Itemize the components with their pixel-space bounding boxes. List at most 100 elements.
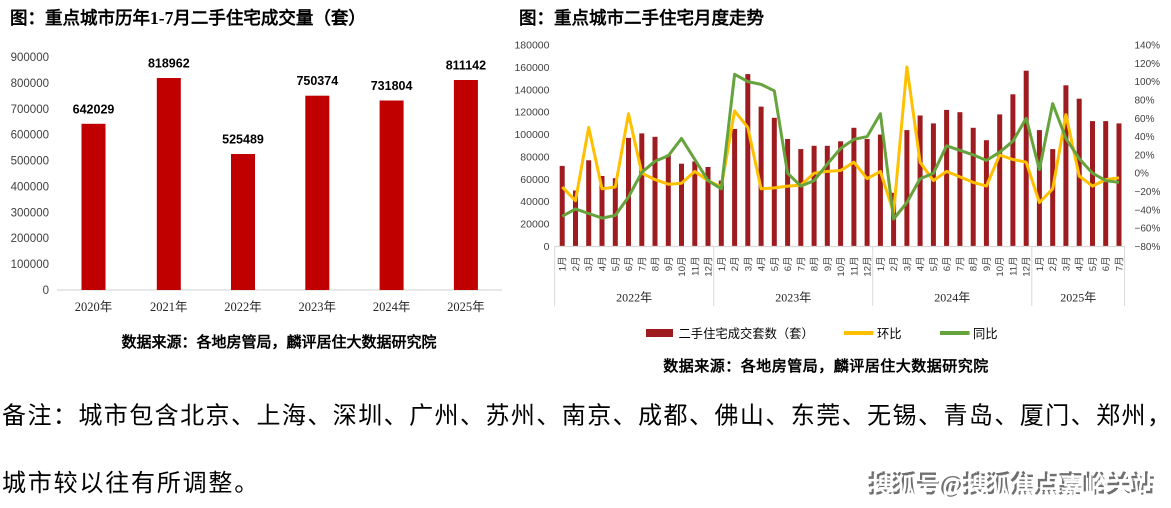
svg-text:60%: 60% <box>1135 114 1155 125</box>
svg-text:0: 0 <box>544 241 550 253</box>
svg-text:7月: 7月 <box>1115 257 1126 272</box>
svg-text:搜狐号@搜狐焦点嘉峪关站: 搜狐号@搜狐焦点嘉峪关站 <box>868 470 1154 498</box>
svg-text:5月: 5月 <box>1088 257 1099 272</box>
svg-text:3月: 3月 <box>902 257 913 272</box>
svg-text:7月: 7月 <box>637 257 648 272</box>
svg-text:9月: 9月 <box>823 257 834 272</box>
svg-text:−20%: −20% <box>1135 187 1161 198</box>
svg-text:200000: 200000 <box>11 233 49 245</box>
svg-text:8月: 8月 <box>969 257 980 272</box>
svg-text:700000: 700000 <box>11 104 49 116</box>
svg-text:6月: 6月 <box>942 257 953 272</box>
svg-text:100000: 100000 <box>11 259 49 271</box>
svg-text:2021年: 2021年 <box>150 300 188 314</box>
svg-text:140000: 140000 <box>514 84 549 96</box>
svg-text:搜狐号@搜狐焦点嘉峪关站: 搜狐号@搜狐焦点嘉峪关站 <box>870 472 1156 500</box>
svg-text:8月: 8月 <box>651 257 662 272</box>
svg-text:2023年: 2023年 <box>299 300 337 314</box>
svg-text:图：重点城市历年1-7月二手住宅成交量（套）: 图：重点城市历年1-7月二手住宅成交量（套） <box>10 8 366 28</box>
svg-text:二手住宅成交套数（套）: 二手住宅成交套数（套） <box>679 326 814 341</box>
svg-text:180000: 180000 <box>514 40 549 52</box>
svg-text:40%: 40% <box>1135 132 1155 143</box>
svg-text:1月: 1月 <box>876 257 887 272</box>
svg-text:500000: 500000 <box>11 156 49 168</box>
svg-text:同比: 同比 <box>973 327 998 341</box>
svg-text:城市较以往有所调整。: 城市较以往有所调整。 <box>2 470 260 497</box>
svg-text:0: 0 <box>43 285 49 297</box>
svg-text:100%: 100% <box>1135 77 1161 88</box>
svg-text:11月: 11月 <box>1008 257 1019 276</box>
svg-text:−60%: −60% <box>1135 224 1161 235</box>
svg-text:4月: 4月 <box>916 257 927 272</box>
svg-text:750374: 750374 <box>296 74 338 88</box>
svg-text:3月: 3月 <box>1061 257 1072 272</box>
svg-text:4月: 4月 <box>1075 257 1086 272</box>
svg-text:−40%: −40% <box>1135 205 1161 216</box>
svg-text:6月: 6月 <box>1101 257 1112 272</box>
svg-text:1月: 1月 <box>1035 257 1046 272</box>
svg-text:8月: 8月 <box>810 257 821 272</box>
svg-text:5月: 5月 <box>770 257 781 272</box>
svg-text:3月: 3月 <box>584 257 595 272</box>
svg-text:60000: 60000 <box>520 174 549 186</box>
svg-text:11月: 11月 <box>849 257 860 276</box>
svg-text:20000: 20000 <box>520 219 549 231</box>
svg-text:120000: 120000 <box>514 107 549 119</box>
svg-text:环比: 环比 <box>877 327 902 341</box>
svg-text:818962: 818962 <box>148 57 190 71</box>
svg-text:10月: 10月 <box>995 257 1006 277</box>
svg-text:3月: 3月 <box>743 257 754 272</box>
svg-text:2025年: 2025年 <box>447 300 485 314</box>
svg-text:160000: 160000 <box>514 62 549 74</box>
svg-text:2023年: 2023年 <box>775 291 811 305</box>
svg-text:5月: 5月 <box>929 257 940 272</box>
svg-text:2025年: 2025年 <box>1060 291 1096 305</box>
svg-text:800000: 800000 <box>11 78 49 90</box>
svg-text:900000: 900000 <box>11 52 49 64</box>
svg-text:400000: 400000 <box>11 181 49 193</box>
svg-text:1月: 1月 <box>717 257 728 272</box>
svg-text:1月: 1月 <box>558 257 569 272</box>
svg-text:6月: 6月 <box>624 257 635 272</box>
svg-text:12月: 12月 <box>1022 257 1033 277</box>
svg-text:12月: 12月 <box>704 257 715 277</box>
svg-text:5月: 5月 <box>611 257 622 272</box>
svg-text:数据来源：各地房管局，麟评居住大数据研究院: 数据来源：各地房管局，麟评居住大数据研究院 <box>121 333 436 351</box>
svg-text:2022年: 2022年 <box>616 291 652 305</box>
svg-text:731804: 731804 <box>371 79 413 93</box>
svg-text:811142: 811142 <box>446 59 486 73</box>
svg-text:6月: 6月 <box>783 257 794 272</box>
svg-text:7月: 7月 <box>955 257 966 272</box>
svg-text:数据来源：各地房管局，麟评居住大数据研究院: 数据来源：各地房管局，麟评居住大数据研究院 <box>663 357 989 375</box>
svg-text:备注：城市包含北京、上海、深圳、广州、苏州、南京、成都、佛山: 备注：城市包含北京、上海、深圳、广州、苏州、南京、成都、佛山、东莞、无锡、青岛、… <box>2 403 1171 430</box>
svg-text:9月: 9月 <box>664 257 675 272</box>
svg-text:600000: 600000 <box>11 130 49 142</box>
svg-text:0%: 0% <box>1135 169 1150 180</box>
svg-text:4月: 4月 <box>757 257 768 272</box>
svg-text:40000: 40000 <box>520 196 549 208</box>
svg-text:100000: 100000 <box>514 129 549 141</box>
svg-text:300000: 300000 <box>11 207 49 219</box>
svg-text:2月: 2月 <box>889 257 900 272</box>
svg-text:2024年: 2024年 <box>934 291 970 305</box>
svg-text:图：重点城市二手住宅月度走势: 图：重点城市二手住宅月度走势 <box>519 8 764 28</box>
svg-text:9月: 9月 <box>982 257 993 272</box>
svg-text:7月: 7月 <box>796 257 807 272</box>
svg-text:12月: 12月 <box>863 257 874 277</box>
svg-text:2月: 2月 <box>571 257 582 272</box>
svg-text:2024年: 2024年 <box>373 300 411 314</box>
svg-text:140%: 140% <box>1135 41 1161 52</box>
svg-text:−80%: −80% <box>1135 242 1161 253</box>
svg-text:2月: 2月 <box>1048 257 1059 272</box>
svg-text:2月: 2月 <box>730 257 741 272</box>
svg-text:2020年: 2020年 <box>75 300 113 314</box>
svg-text:2022年: 2022年 <box>224 300 262 314</box>
svg-text:120%: 120% <box>1135 59 1161 70</box>
svg-text:642029: 642029 <box>73 102 115 116</box>
svg-text:80%: 80% <box>1135 96 1155 107</box>
svg-text:10月: 10月 <box>677 257 688 277</box>
svg-text:20%: 20% <box>1135 150 1155 161</box>
svg-text:525489: 525489 <box>222 133 264 147</box>
svg-text:11月: 11月 <box>690 257 701 276</box>
svg-text:4月: 4月 <box>598 257 609 272</box>
